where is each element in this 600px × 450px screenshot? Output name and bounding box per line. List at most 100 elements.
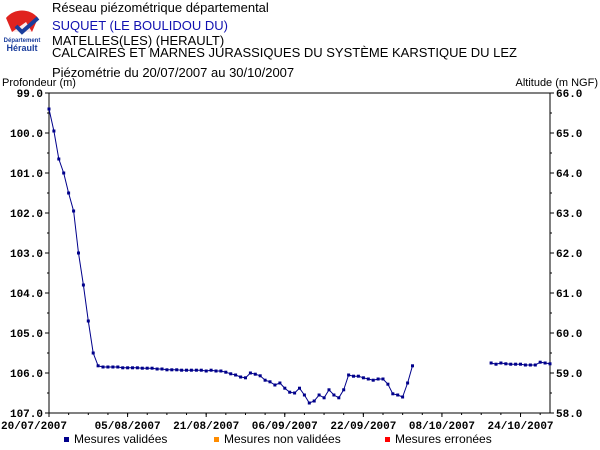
data-point-validated — [248, 371, 252, 375]
y-right-tick-label: 60.0 — [556, 329, 582, 341]
data-point-validated — [548, 362, 552, 366]
data-point-validated — [116, 365, 120, 369]
x-tick-label: 24/10/2007 — [488, 421, 554, 433]
data-point-validated — [160, 367, 164, 371]
data-point-validated — [135, 366, 139, 370]
y-right-tick-label: 58.0 — [556, 409, 582, 421]
data-point-validated — [401, 395, 405, 399]
network-title: Réseau piézométrique départemental — [52, 0, 269, 15]
legend-erroneous-swatch — [385, 437, 390, 443]
data-point-validated — [298, 386, 301, 390]
series-line-validated — [48, 108, 413, 404]
data-point-validated — [229, 372, 233, 376]
data-point-validated — [396, 393, 400, 397]
data-point-validated — [67, 191, 71, 195]
data-point-validated — [523, 363, 527, 367]
data-point-validated — [391, 392, 395, 396]
data-point-validated — [244, 376, 247, 380]
period-label: Piézométrie du 20/07/2007 au 30/10/2007 — [52, 65, 295, 80]
logo-text-top: Département — [4, 38, 41, 44]
data-point-validated — [96, 364, 100, 368]
data-point-validated — [528, 363, 532, 367]
data-point-validated — [101, 365, 105, 369]
data-point-validated — [288, 390, 292, 394]
plot-frame — [48, 92, 551, 414]
y-left-tick-label: 104.0 — [10, 289, 43, 301]
data-point-validated — [111, 365, 115, 369]
data-point-validated — [361, 376, 365, 380]
legend-validated: Mesures validées — [64, 432, 167, 446]
data-point-validated — [199, 368, 203, 372]
data-point-validated — [121, 366, 125, 370]
data-point-validated — [91, 351, 95, 355]
y-left-tick-label: 107.0 — [10, 409, 43, 421]
data-point-validated — [72, 209, 76, 213]
data-point-validated — [204, 369, 208, 373]
data-point-validated — [81, 283, 85, 287]
data-point-validated — [165, 368, 169, 372]
y-right-tick-label: 63.0 — [556, 209, 582, 221]
data-point-validated — [499, 361, 503, 365]
x-tick-label: 20/07/2007 — [1, 421, 67, 433]
data-point-validated — [411, 364, 414, 368]
data-point-validated — [273, 383, 277, 387]
data-point-validated — [504, 362, 508, 366]
data-point-validated — [293, 391, 297, 395]
data-point-validated — [337, 396, 341, 400]
data-point-validated — [307, 401, 311, 405]
legend-erroneous: Mesures erronées — [385, 432, 492, 446]
data-point-validated — [62, 171, 66, 175]
data-point-validated — [371, 378, 375, 382]
x-tick-label: 08/10/2007 — [409, 421, 475, 433]
y-left-tick-label: 99.0 — [17, 89, 43, 101]
data-point-validated — [283, 386, 287, 390]
data-point-validated — [519, 362, 522, 366]
data-point-validated — [278, 381, 282, 385]
data-point-validated — [224, 370, 228, 374]
x-tick-label: 22/09/2007 — [330, 421, 396, 433]
data-point-validated — [253, 372, 257, 376]
aquifer-name: CALCAIRES ET MARNES JURASSIQUES DU SYSTÈ… — [52, 45, 517, 60]
data-point-validated — [52, 129, 56, 133]
y-right-tick-label: 66.0 — [556, 89, 582, 101]
x-tick-label: 05/08/2007 — [95, 421, 161, 433]
station-name[interactable]: SUQUET (LE BOULIDOU DU) — [52, 18, 229, 33]
data-point-validated — [131, 366, 134, 370]
y-axis-right-label: Altitude (m NGF) — [515, 77, 598, 89]
data-point-validated — [234, 373, 238, 377]
data-point-validated — [533, 363, 537, 367]
data-point-validated — [381, 377, 385, 381]
data-point-validated — [376, 377, 380, 381]
data-point-validated — [189, 368, 193, 372]
data-point-validated — [219, 369, 223, 373]
legend-validated-swatch — [64, 437, 69, 443]
data-point-validated — [185, 368, 188, 372]
data-point-validated — [347, 373, 351, 377]
legend-not-validated-label: Mesures non validées — [224, 432, 341, 446]
data-point-validated — [239, 375, 243, 379]
data-point-validated — [356, 374, 360, 378]
data-point-validated — [126, 366, 130, 370]
data-point-validated — [543, 361, 547, 365]
data-point-validated — [175, 368, 179, 372]
data-point-validated — [514, 362, 518, 366]
data-point-validated — [406, 381, 410, 385]
data-point-validated — [366, 377, 370, 381]
data-point-validated — [327, 388, 331, 392]
data-point-validated — [509, 362, 513, 366]
commune-name: MATELLES(LES) (HERAULT) — [52, 33, 225, 48]
y-right-tick-label: 62.0 — [556, 249, 582, 261]
legend-not-validated-swatch — [214, 437, 219, 443]
y-left-tick-label: 101.0 — [10, 169, 43, 181]
data-point-validated — [342, 388, 346, 392]
data-point-validated — [332, 393, 336, 397]
y-right-tick-label: 64.0 — [556, 169, 582, 181]
logo-text-bottom: Hérault — [6, 43, 37, 53]
data-point-validated — [302, 393, 306, 397]
data-point-validated — [86, 319, 90, 323]
data-point-validated — [268, 380, 272, 384]
y-left-tick-label: 103.0 — [10, 249, 43, 261]
legend-validated-label: Mesures validées — [74, 432, 168, 446]
data-point-validated — [489, 361, 493, 365]
